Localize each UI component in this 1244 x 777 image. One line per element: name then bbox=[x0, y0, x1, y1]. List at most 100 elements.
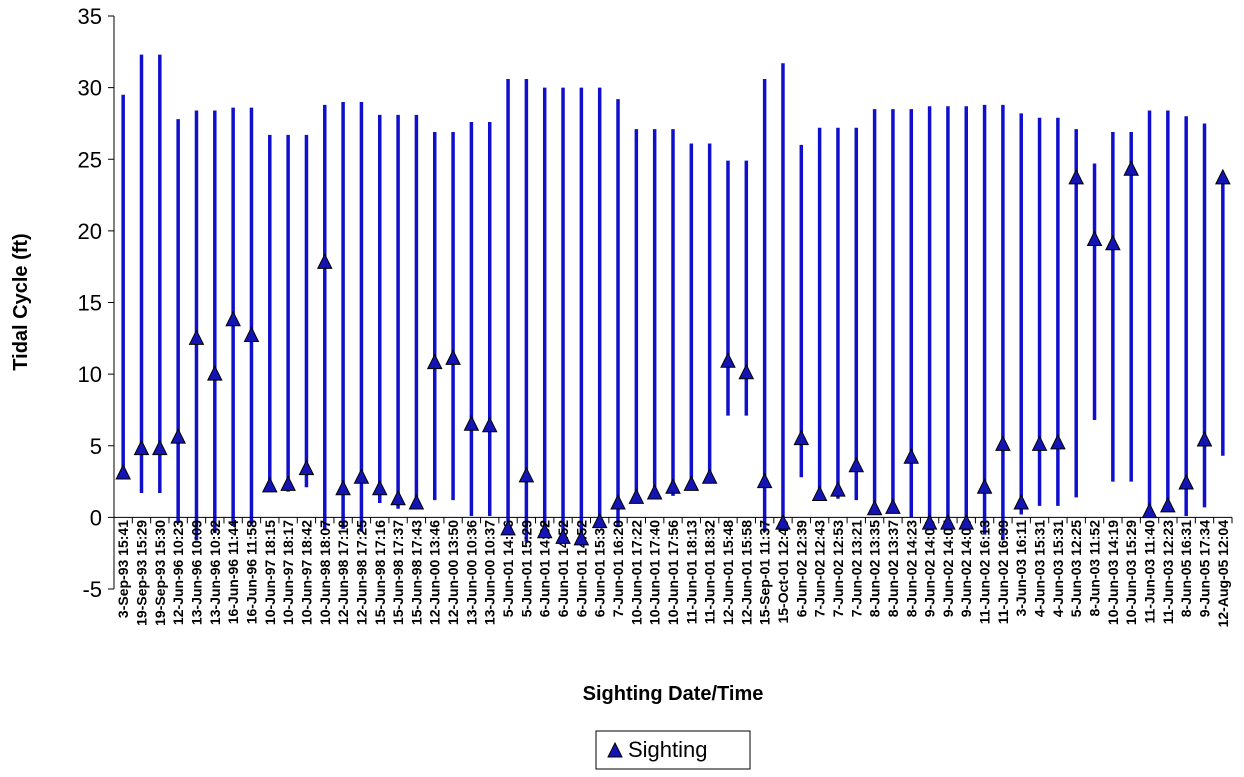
sighting-marker bbox=[793, 429, 810, 446]
x-tick-label: 11-Jun-02 16:13 bbox=[977, 520, 993, 624]
sighting-marker bbox=[115, 463, 131, 480]
x-tick-label: 9-Jun-02 14:07 bbox=[940, 520, 956, 617]
sighting-marker bbox=[756, 472, 773, 489]
x-tick-label: 13-Jun-00 10:37 bbox=[482, 520, 498, 625]
x-tick-label: 12-Jun-01 15:58 bbox=[738, 520, 754, 625]
x-tick-label: 15-Oct-01 12:46 bbox=[775, 520, 791, 624]
sighting-marker bbox=[720, 352, 736, 368]
sighting-marker bbox=[610, 493, 626, 510]
x-tick-label: 6-Jun-01 15:33 bbox=[592, 520, 608, 617]
x-tick-label: 13-Jun-96 10:09 bbox=[188, 520, 204, 625]
x-tick-label: 5-Jun-03 12:25 bbox=[1068, 520, 1084, 617]
sighting-marker bbox=[775, 513, 791, 530]
sighting-marker bbox=[591, 512, 608, 529]
legend-box bbox=[595, 730, 751, 770]
x-tick-label: 8-Jun-03 11:52 bbox=[1087, 520, 1103, 617]
y-tick-label: 5 bbox=[90, 434, 102, 459]
sighting-marker bbox=[976, 478, 993, 494]
x-tick-label: 9-Jun-05 17:34 bbox=[1197, 520, 1213, 617]
x-tick-label: 10-Jun-03 14:19 bbox=[1105, 520, 1121, 625]
x-axis: 3-Sep-93 15:41 19-Sep-93 15:29 19-Sep-93 1… bbox=[113, 516, 1233, 628]
legend-label: Sighting bbox=[628, 737, 708, 762]
x-tick-label: 12-Jun-98 17:25 bbox=[353, 520, 369, 625]
y-tick-label: -5 bbox=[82, 577, 102, 602]
x-tick-label: 10-Jun-03 15:29 bbox=[1123, 520, 1139, 625]
sighting-marker bbox=[628, 488, 645, 504]
sighting-marker bbox=[408, 493, 425, 510]
sighting-marker bbox=[646, 483, 663, 500]
sighting-marker bbox=[940, 513, 956, 530]
sighting-marker bbox=[371, 479, 388, 496]
sighting-marker bbox=[1050, 433, 1066, 450]
sighting-marker bbox=[445, 349, 461, 365]
sighting-marker bbox=[738, 363, 755, 380]
sighting-marker bbox=[261, 476, 278, 493]
legend: Sighting bbox=[595, 730, 751, 770]
sighting-marker bbox=[1196, 430, 1213, 447]
x-axis-title: Sighting Date/Time bbox=[583, 683, 764, 705]
x-tick-label: 11-Jun-03 11:40 bbox=[1142, 520, 1158, 624]
sighting-marker bbox=[152, 439, 168, 456]
x-tick-label: 10-Jun-97 18:42 bbox=[298, 520, 314, 625]
x-tick-label: 8-Jun-02 13:37 bbox=[885, 520, 901, 617]
y-tick-label: 0 bbox=[90, 505, 102, 530]
legend-marker bbox=[607, 741, 623, 758]
x-tick-label: 3-Jun-03 16:11 bbox=[1013, 520, 1029, 617]
sighting-marker bbox=[1068, 168, 1085, 185]
sighting-marker bbox=[335, 479, 351, 496]
x-tick-label: 16-Jun-96 11:44 bbox=[225, 520, 241, 624]
x-tick-label: 12-Jun-96 10:23 bbox=[170, 520, 186, 625]
x-tick-label: 8-Jun-02 14:23 bbox=[903, 520, 919, 617]
sighting-marker bbox=[133, 439, 150, 456]
x-tick-label: 10-Jun-01 17:22 bbox=[628, 520, 644, 625]
x-tick-label: 7-Jun-02 13:21 bbox=[848, 520, 864, 617]
y-tick-label: 25 bbox=[78, 147, 102, 172]
x-tick-label: 15-Jun-98 17:16 bbox=[372, 520, 388, 625]
sighting-marker bbox=[866, 499, 883, 516]
x-tick-label: 12-Jun-00 13:50 bbox=[445, 520, 461, 625]
x-tick-label: 15-Jun-98 17:37 bbox=[390, 520, 406, 625]
sighting-marker bbox=[280, 475, 296, 491]
sighting-marker bbox=[225, 310, 241, 327]
sighting-marker bbox=[298, 459, 315, 476]
x-tick-label: 15-Jun-98 17:43 bbox=[408, 520, 424, 625]
sighting-marker bbox=[426, 353, 443, 370]
x-tick-label: 12-Jun-01 15:48 bbox=[720, 520, 736, 625]
sighting-markers bbox=[115, 160, 1231, 546]
x-tick-label: 12-Aug-05 12:04 bbox=[1215, 520, 1231, 628]
sighting-marker bbox=[188, 329, 205, 345]
x-tick-label: 13-Jun-96 10:32 bbox=[207, 520, 223, 625]
sighting-marker bbox=[481, 416, 498, 433]
sighting-marker bbox=[390, 489, 406, 506]
x-tick-label: 8-Jun-05 16:31 bbox=[1178, 520, 1194, 617]
x-tick-label: 4-Jun-03 15:31 bbox=[1032, 520, 1048, 617]
x-tick-label: 10-Jun-01 17:56 bbox=[665, 520, 681, 625]
y-axis: 35 30 25 20 15 10 5 0 -5 bbox=[78, 4, 115, 602]
x-tick-label: 10-Jun-97 18:15 bbox=[262, 520, 278, 625]
y-tick-label: 35 bbox=[78, 4, 102, 29]
sighting-marker bbox=[995, 435, 1011, 451]
sighting-marker bbox=[316, 253, 333, 269]
sighting-marker bbox=[518, 466, 535, 483]
sighting-marker bbox=[1105, 234, 1121, 251]
sighting-marker bbox=[1013, 493, 1030, 510]
sighting-marker bbox=[463, 415, 480, 431]
sighting-marker bbox=[903, 448, 920, 464]
x-tick-label: 19-Sep-93 15:30 bbox=[152, 520, 168, 626]
sighting-marker bbox=[353, 468, 370, 484]
x-tick-label: 8-Jun-02 13:35 bbox=[867, 520, 883, 617]
y-tick-label: 15 bbox=[78, 291, 102, 316]
x-tick-label: 6-Jun-01 14:52 bbox=[555, 520, 571, 617]
sighting-marker bbox=[536, 522, 553, 539]
x-tick-label: 7-Jun-02 12:53 bbox=[830, 520, 846, 617]
x-tick-label: 11-Jun-01 18:32 bbox=[702, 520, 718, 624]
x-tick-label: 10-Jun-01 17:40 bbox=[647, 520, 663, 625]
x-tick-label: 4-Jun-03 15:31 bbox=[1050, 520, 1066, 617]
sighting-marker bbox=[921, 513, 938, 530]
sighting-marker bbox=[701, 468, 718, 484]
tidal-range-lines bbox=[121, 54, 1225, 542]
y-axis-title: Tidal Cycle (ft) bbox=[10, 233, 32, 370]
x-tick-label: 6-Jun-02 12:39 bbox=[793, 520, 809, 617]
